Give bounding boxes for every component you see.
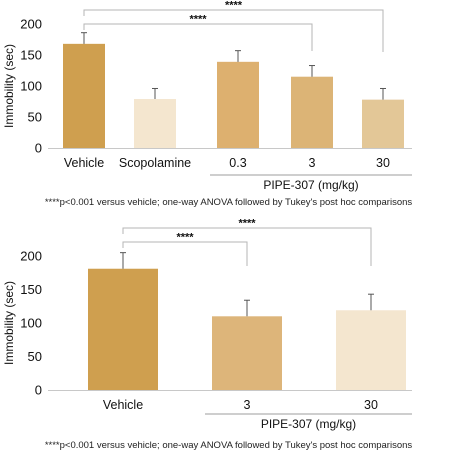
footnote-1: ****p<0.001 versus vehicle; one-way ANOV…: [44, 197, 413, 208]
x-tick-label: Scopolamine: [119, 156, 191, 170]
significance-bracket: [122, 241, 248, 266]
bar: [88, 268, 158, 390]
x-tick-label: 30: [364, 398, 378, 412]
group-label: PIPE-307 (mg/kg): [261, 417, 356, 431]
bar: [212, 316, 282, 390]
y-tick-label: 50: [28, 349, 42, 364]
chart-1: Immobility (sec) 0 50 100 150 200 Vehicle Scopo…: [2, 0, 412, 192]
x-tick-label: 30: [376, 156, 390, 170]
significance-bracket: [122, 227, 372, 266]
y-tick-label: 0: [35, 383, 42, 398]
x-tick-label: 3: [309, 156, 316, 170]
y-axis-label: Immobility (sec): [2, 281, 16, 365]
y-tick-label: 0: [35, 141, 42, 156]
y-tick-label: 100: [20, 79, 42, 94]
group-label: PIPE-307 (mg/kg): [263, 178, 358, 192]
x-tick-label: 0.3: [229, 156, 246, 170]
x-tick-label: 3: [244, 398, 251, 412]
bar: [362, 99, 404, 148]
bar: [217, 61, 259, 148]
bar: [336, 310, 406, 390]
bar: [63, 43, 105, 149]
significance-label: ****: [189, 14, 207, 26]
y-tick-label: 150: [20, 48, 42, 63]
significance-bracket: [83, 9, 384, 52]
chart-2: Immobility (sec) 0 50 100 150 200 Vehicle 3 30 PI…: [2, 218, 412, 431]
significance-bracket: [83, 23, 313, 51]
y-axis-label: Immobility (sec): [2, 44, 16, 128]
bar: [291, 76, 333, 148]
significance-label: ****: [225, 0, 243, 12]
footnote-2: ****p<0.001 versus vehicle; one-way ANOV…: [44, 440, 413, 451]
y-tick-label: 50: [28, 110, 42, 125]
y-tick-label: 200: [20, 249, 42, 264]
y-tick-label: 150: [20, 282, 42, 297]
y-tick-label: 100: [20, 316, 42, 331]
y-tick-label: 200: [20, 17, 42, 32]
x-tick-label: Vehicle: [64, 156, 104, 170]
significance-label: ****: [238, 218, 256, 230]
significance-label: ****: [176, 232, 194, 244]
bar: [134, 99, 176, 148]
x-tick-label: Vehicle: [103, 398, 143, 412]
